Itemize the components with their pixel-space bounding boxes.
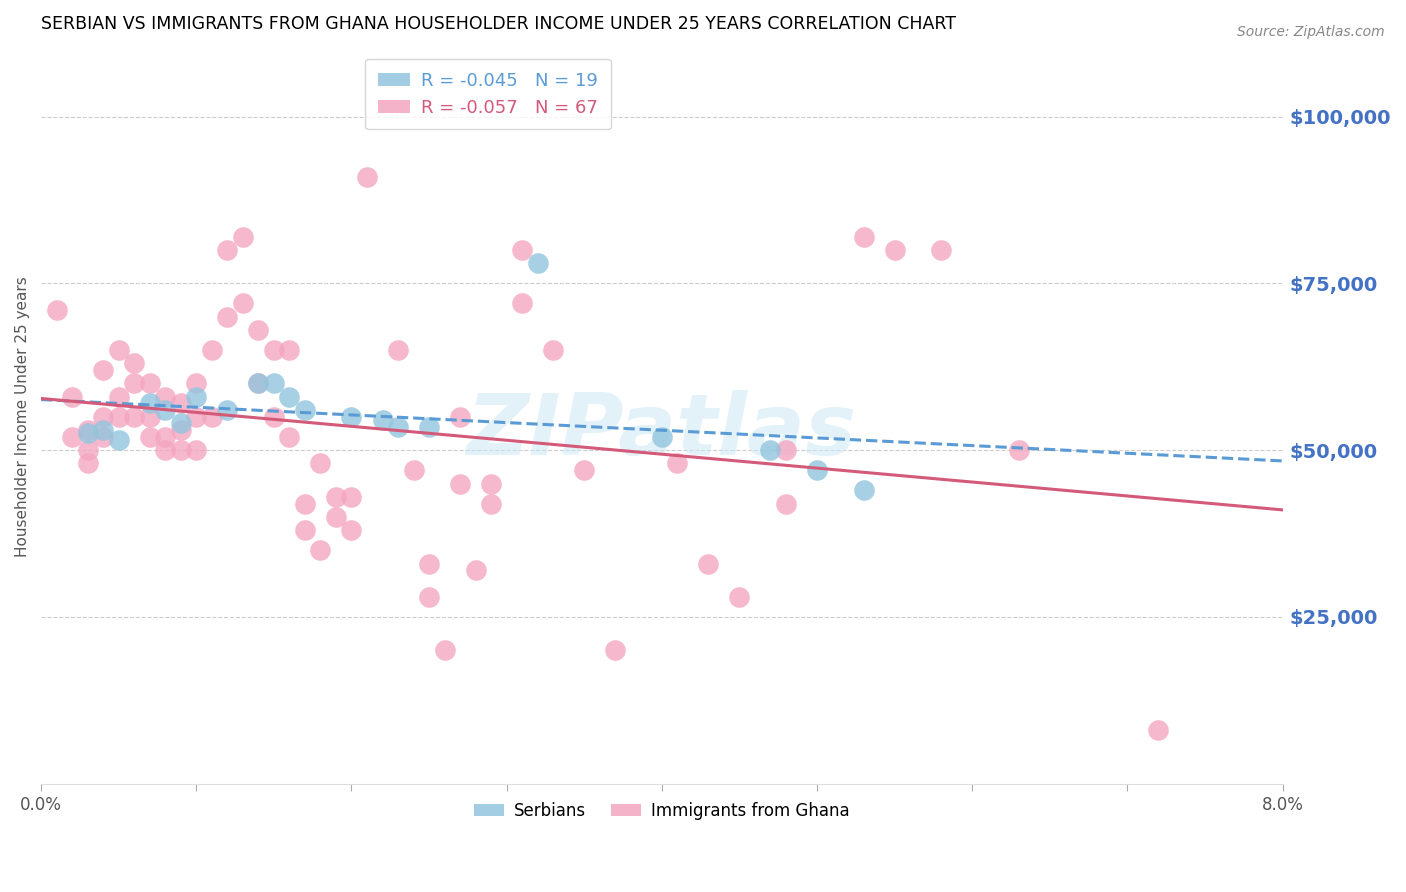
Point [217,403,239,417]
Point [91,423,114,437]
Point [201,343,224,357]
Point [433,643,456,657]
Point [510,296,533,310]
Point [340,523,363,537]
Point [122,409,145,424]
Point [76,457,98,471]
Point [418,590,440,604]
Point [728,590,751,604]
Point [340,409,363,424]
Point [186,443,208,458]
Point [294,523,316,537]
Point [387,419,409,434]
Point [356,169,378,184]
Point [340,490,363,504]
Point [186,376,208,391]
Point [1147,723,1170,738]
Point [107,433,129,447]
Point [651,430,673,444]
Point [155,430,177,444]
Point [325,509,347,524]
Point [217,310,239,324]
Text: SERBIAN VS IMMIGRANTS FROM GHANA HOUSEHOLDER INCOME UNDER 25 YEARS CORRELATION C: SERBIAN VS IMMIGRANTS FROM GHANA HOUSEHO… [41,15,956,33]
Point [697,557,720,571]
Point [449,476,471,491]
Point [263,376,285,391]
Legend: Serbians, Immigrants from Ghana: Serbians, Immigrants from Ghana [467,796,856,827]
Point [775,496,797,510]
Point [510,243,533,257]
Point [759,443,782,458]
Point [170,443,193,458]
Point [138,376,160,391]
Point [852,483,875,498]
Point [45,303,67,318]
Point [526,256,548,270]
Point [263,343,285,357]
Point [91,409,114,424]
Point [574,463,596,477]
Point [60,430,83,444]
Point [122,376,145,391]
Point [91,363,114,377]
Point [201,409,224,424]
Point [418,419,440,434]
Point [278,343,301,357]
Point [155,443,177,458]
Point [76,426,98,441]
Point [1008,443,1031,458]
Point [309,543,332,558]
Point [107,343,129,357]
Point [387,343,409,357]
Point [479,496,502,510]
Point [60,390,83,404]
Point [666,457,689,471]
Point [929,243,952,257]
Point [775,443,797,458]
Point [170,396,193,410]
Point [186,390,208,404]
Point [883,243,905,257]
Point [402,463,425,477]
Point [247,376,270,391]
Point [232,296,254,310]
Point [232,229,254,244]
Point [91,430,114,444]
Point [541,343,564,357]
Point [217,243,239,257]
Point [263,409,285,424]
Point [418,557,440,571]
Point [155,390,177,404]
Point [138,430,160,444]
Point [170,417,193,431]
Y-axis label: Householder Income Under 25 years: Householder Income Under 25 years [15,277,30,558]
Point [76,423,98,437]
Point [325,490,347,504]
Point [107,390,129,404]
Point [464,563,486,577]
Point [138,409,160,424]
Point [247,323,270,337]
Point [294,403,316,417]
Point [138,396,160,410]
Point [247,376,270,391]
Text: Source: ZipAtlas.com: Source: ZipAtlas.com [1237,25,1385,39]
Point [309,457,332,471]
Point [449,409,471,424]
Point [76,443,98,458]
Point [479,476,502,491]
Point [170,423,193,437]
Point [186,409,208,424]
Point [605,643,627,657]
Point [155,403,177,417]
Point [294,496,316,510]
Text: ZIPatlas: ZIPatlas [467,390,858,473]
Point [107,409,129,424]
Point [806,463,828,477]
Point [278,390,301,404]
Point [278,430,301,444]
Point [122,356,145,370]
Point [852,229,875,244]
Point [371,413,394,427]
